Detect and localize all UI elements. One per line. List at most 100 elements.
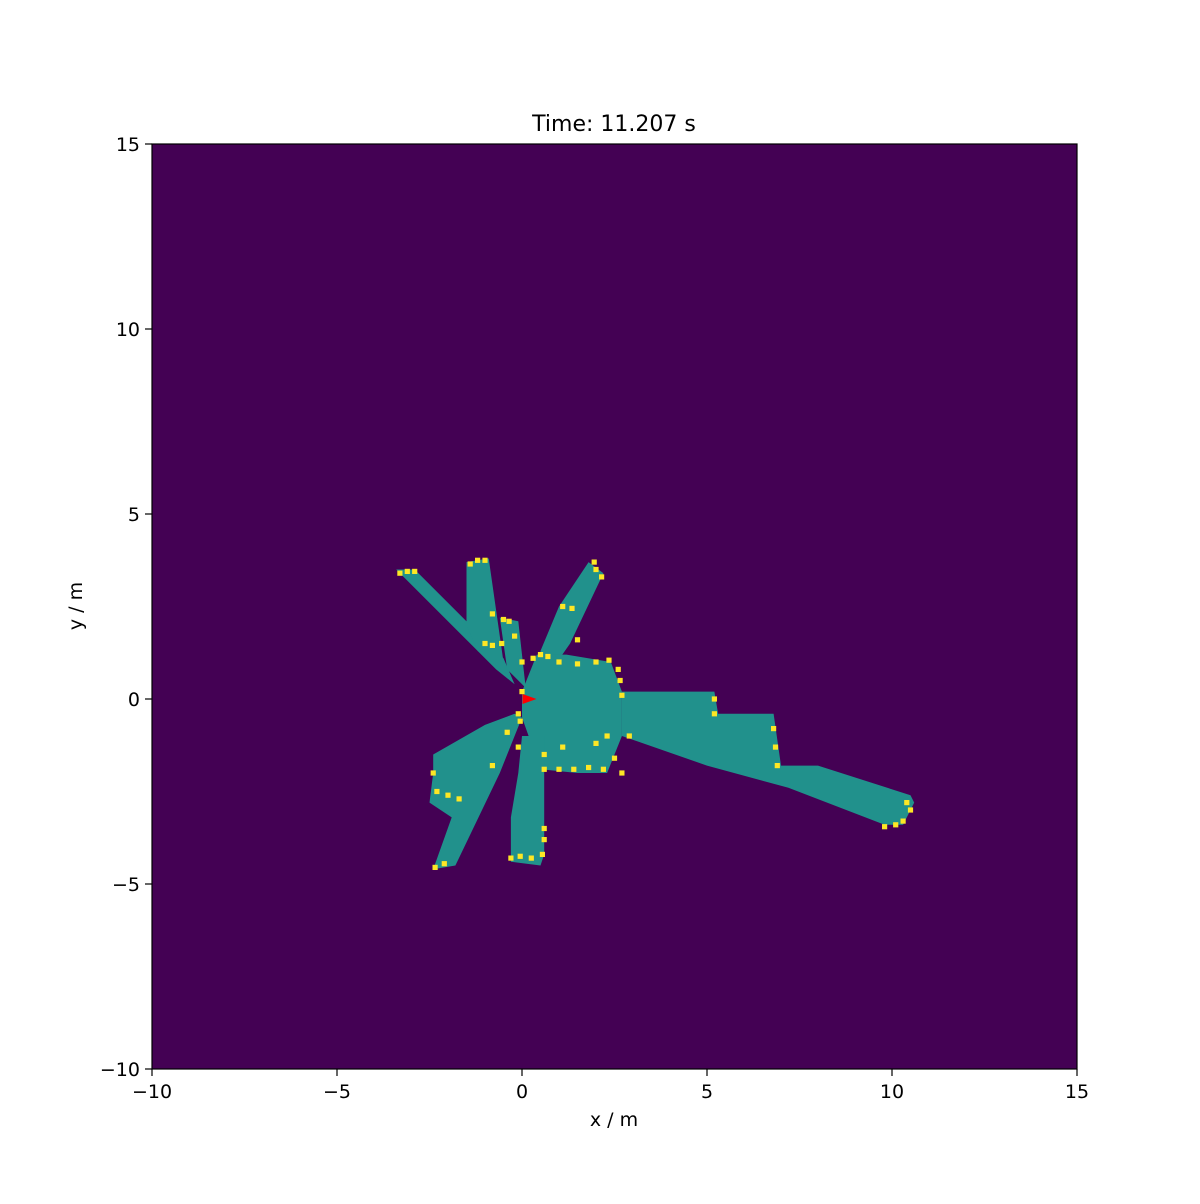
occupied-cell (445, 792, 451, 798)
occupied-cell (772, 744, 779, 750)
occupied-cell (482, 640, 488, 647)
occupied-cell (774, 763, 780, 769)
occupied-cell (515, 711, 521, 717)
plot-frame (151, 143, 1078, 1070)
y-tick-label: 10 (116, 319, 140, 341)
occupied-cell (528, 855, 534, 861)
occupied-cell (711, 696, 717, 702)
occupied-cell (397, 570, 403, 576)
occupied-cells-layer (397, 557, 914, 870)
occupied-cell (517, 853, 523, 859)
chart-title: Time: 11.207 s (531, 112, 696, 137)
occupied-cell (900, 818, 906, 824)
occupied-cell (904, 800, 910, 806)
occupied-cell (893, 822, 899, 828)
occupied-cell (907, 807, 914, 813)
occupied-cell (404, 568, 410, 574)
occupied-cell (560, 603, 566, 610)
occupied-cell (506, 618, 512, 624)
occupied-cell (606, 657, 612, 663)
y-axis: −10 −5 0 5 10 15 (100, 134, 152, 1081)
occupied-cell (541, 825, 547, 832)
occupied-cell (432, 864, 438, 870)
x-tick-label: 15 (1065, 1081, 1089, 1103)
occupied-cell (434, 788, 440, 795)
occupied-cell (475, 557, 481, 563)
occupied-cell (537, 652, 544, 658)
x-tick-label: 5 (701, 1081, 713, 1103)
x-axis: −10 −5 0 5 10 15 (132, 1069, 1089, 1103)
occupied-cell (545, 653, 551, 660)
x-tick-label: 0 (516, 1081, 528, 1103)
y-tick-label: 5 (128, 504, 140, 526)
occupied-cell (600, 766, 606, 772)
occupied-cell (456, 796, 462, 802)
occupied-cell (489, 763, 495, 769)
occupied-cell (441, 861, 447, 867)
y-tick-label: 15 (116, 134, 140, 156)
free-region-ray-upper-right (540, 562, 604, 681)
occupied-cell (412, 568, 418, 574)
unknown-space (152, 144, 1077, 1069)
occupied-cell (504, 729, 510, 735)
occupied-cell (541, 837, 547, 843)
occupied-cell (619, 692, 625, 698)
occupied-cell (619, 770, 625, 776)
occupied-cell (574, 637, 581, 643)
occupied-cell (771, 726, 777, 732)
occupied-cell (599, 574, 605, 580)
y-tick-label: 0 (128, 689, 140, 711)
occupied-cell (489, 642, 495, 648)
free-region-ray-lower-left (429, 713, 522, 870)
x-tick-label: −5 (323, 1081, 351, 1103)
occupied-cell (515, 744, 521, 750)
y-tick-label: −10 (100, 1059, 140, 1081)
y-tick-label: −5 (112, 874, 140, 896)
occupied-cell (574, 661, 581, 667)
occupied-cell (530, 655, 536, 661)
occupied-cell (591, 559, 597, 565)
occupied-cell (467, 561, 473, 567)
occupied-cell (569, 605, 575, 611)
occupied-cell (571, 766, 577, 772)
robot-marker (522, 694, 537, 704)
free-region-beam-right (621, 691, 915, 825)
occupied-cell (489, 611, 495, 617)
occupied-cell (617, 677, 623, 684)
x-tick-label: −10 (132, 1081, 172, 1103)
plot-area (151, 143, 1078, 1070)
occupied-cell (626, 733, 632, 739)
x-axis-label: x / m (590, 1109, 638, 1131)
occupied-cell (499, 640, 505, 647)
x-tick-label: 10 (880, 1081, 904, 1103)
free-region-ray-upper-left-2 (466, 558, 511, 677)
occupied-cell (539, 851, 545, 857)
occupied-cell (556, 766, 562, 772)
occupied-cell (560, 744, 566, 750)
occupied-cell (882, 824, 888, 830)
occupied-cell (711, 711, 717, 717)
occupied-cell (593, 740, 599, 746)
occupied-cell (508, 855, 514, 861)
robot-marker-layer (522, 694, 537, 704)
free-region-ray-lower-mid (510, 736, 545, 866)
occupied-cell (593, 566, 599, 573)
occupied-cell (541, 766, 547, 772)
occupied-cell (482, 557, 488, 563)
y-axis-label: y / m (65, 582, 87, 630)
occupied-cell (512, 633, 518, 639)
occupied-cell (541, 751, 547, 758)
occupied-cell (615, 666, 621, 672)
free-region-ray-upper-mid (499, 617, 526, 688)
occupied-cell (500, 616, 507, 623)
occupied-cell (593, 659, 599, 665)
occupied-cell (519, 659, 525, 665)
occupied-cell (430, 770, 436, 776)
occupied-cell (604, 733, 610, 739)
occupied-cell (586, 764, 592, 771)
occupied-cell (556, 659, 562, 665)
occupied-cell (611, 755, 618, 761)
occupied-cell (519, 689, 525, 695)
